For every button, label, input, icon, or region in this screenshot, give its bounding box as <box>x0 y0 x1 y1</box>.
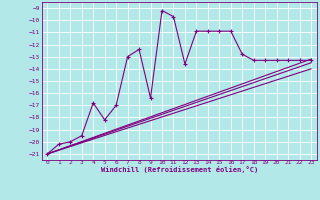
X-axis label: Windchill (Refroidissement éolien,°C): Windchill (Refroidissement éolien,°C) <box>100 166 258 173</box>
